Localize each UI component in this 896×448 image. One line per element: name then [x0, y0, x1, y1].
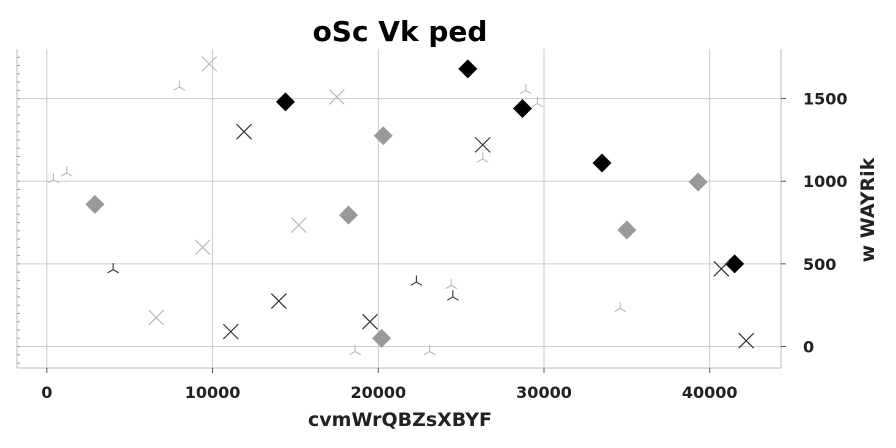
tri-point	[410, 275, 423, 286]
x-point	[474, 136, 491, 153]
x-point	[270, 293, 287, 309]
y-tick-label: 1500	[803, 90, 848, 109]
tri-point	[173, 80, 186, 91]
grid	[17, 49, 781, 368]
x-point	[328, 89, 345, 105]
x-point	[201, 55, 218, 72]
diamond-point	[592, 153, 612, 173]
minor-ticks	[17, 56, 20, 364]
tri-point	[614, 301, 627, 313]
x-axis-label: cvmWrQBZsXBYF	[308, 409, 492, 431]
x-tick-label: 10000	[185, 383, 241, 402]
x-point	[194, 239, 211, 256]
chart-title: oSc Vk ped	[313, 15, 488, 48]
x-point	[738, 332, 755, 349]
x-point	[713, 260, 730, 277]
y-tick-label: 500	[803, 255, 836, 274]
diamond-point	[85, 194, 105, 214]
tri-point	[47, 173, 60, 184]
tri-point	[476, 152, 489, 163]
x-axis-ticks: 0 10000 20000 30000 40000	[41, 368, 738, 402]
tri-point	[445, 278, 458, 290]
x-point	[362, 313, 378, 330]
diamond-point	[458, 59, 478, 79]
tri-point	[531, 97, 544, 108]
tri-point	[423, 344, 436, 356]
y-tick-label: 0	[803, 338, 814, 357]
diamond-point	[372, 328, 392, 348]
diamond-point	[512, 99, 532, 119]
y-tick-label: 1000	[803, 172, 848, 191]
diamond-point	[617, 220, 637, 240]
tri-point	[60, 166, 73, 177]
x-point	[290, 217, 307, 233]
diamond-point	[725, 254, 745, 274]
x-point	[222, 323, 239, 340]
tri-point	[446, 290, 459, 301]
data-points	[47, 55, 755, 356]
diamond-point	[338, 205, 358, 225]
tri-point	[349, 344, 361, 356]
x-tick-label: 20000	[350, 383, 406, 402]
x-tick-label: 0	[41, 383, 52, 402]
plot-frame	[16, 49, 782, 369]
y-axis-label: w WAYRik	[857, 157, 879, 262]
x-point	[148, 309, 165, 326]
y-axis-ticks: 0 500 1000 1500	[781, 90, 848, 357]
x-tick-label: 30000	[516, 383, 572, 402]
tri-point	[107, 263, 120, 274]
tri-point	[519, 83, 532, 95]
x-point	[236, 123, 252, 140]
diamond-point	[275, 92, 295, 112]
diamond-point	[373, 126, 393, 146]
diamond-point	[688, 172, 708, 192]
x-tick-label: 40000	[682, 383, 738, 402]
